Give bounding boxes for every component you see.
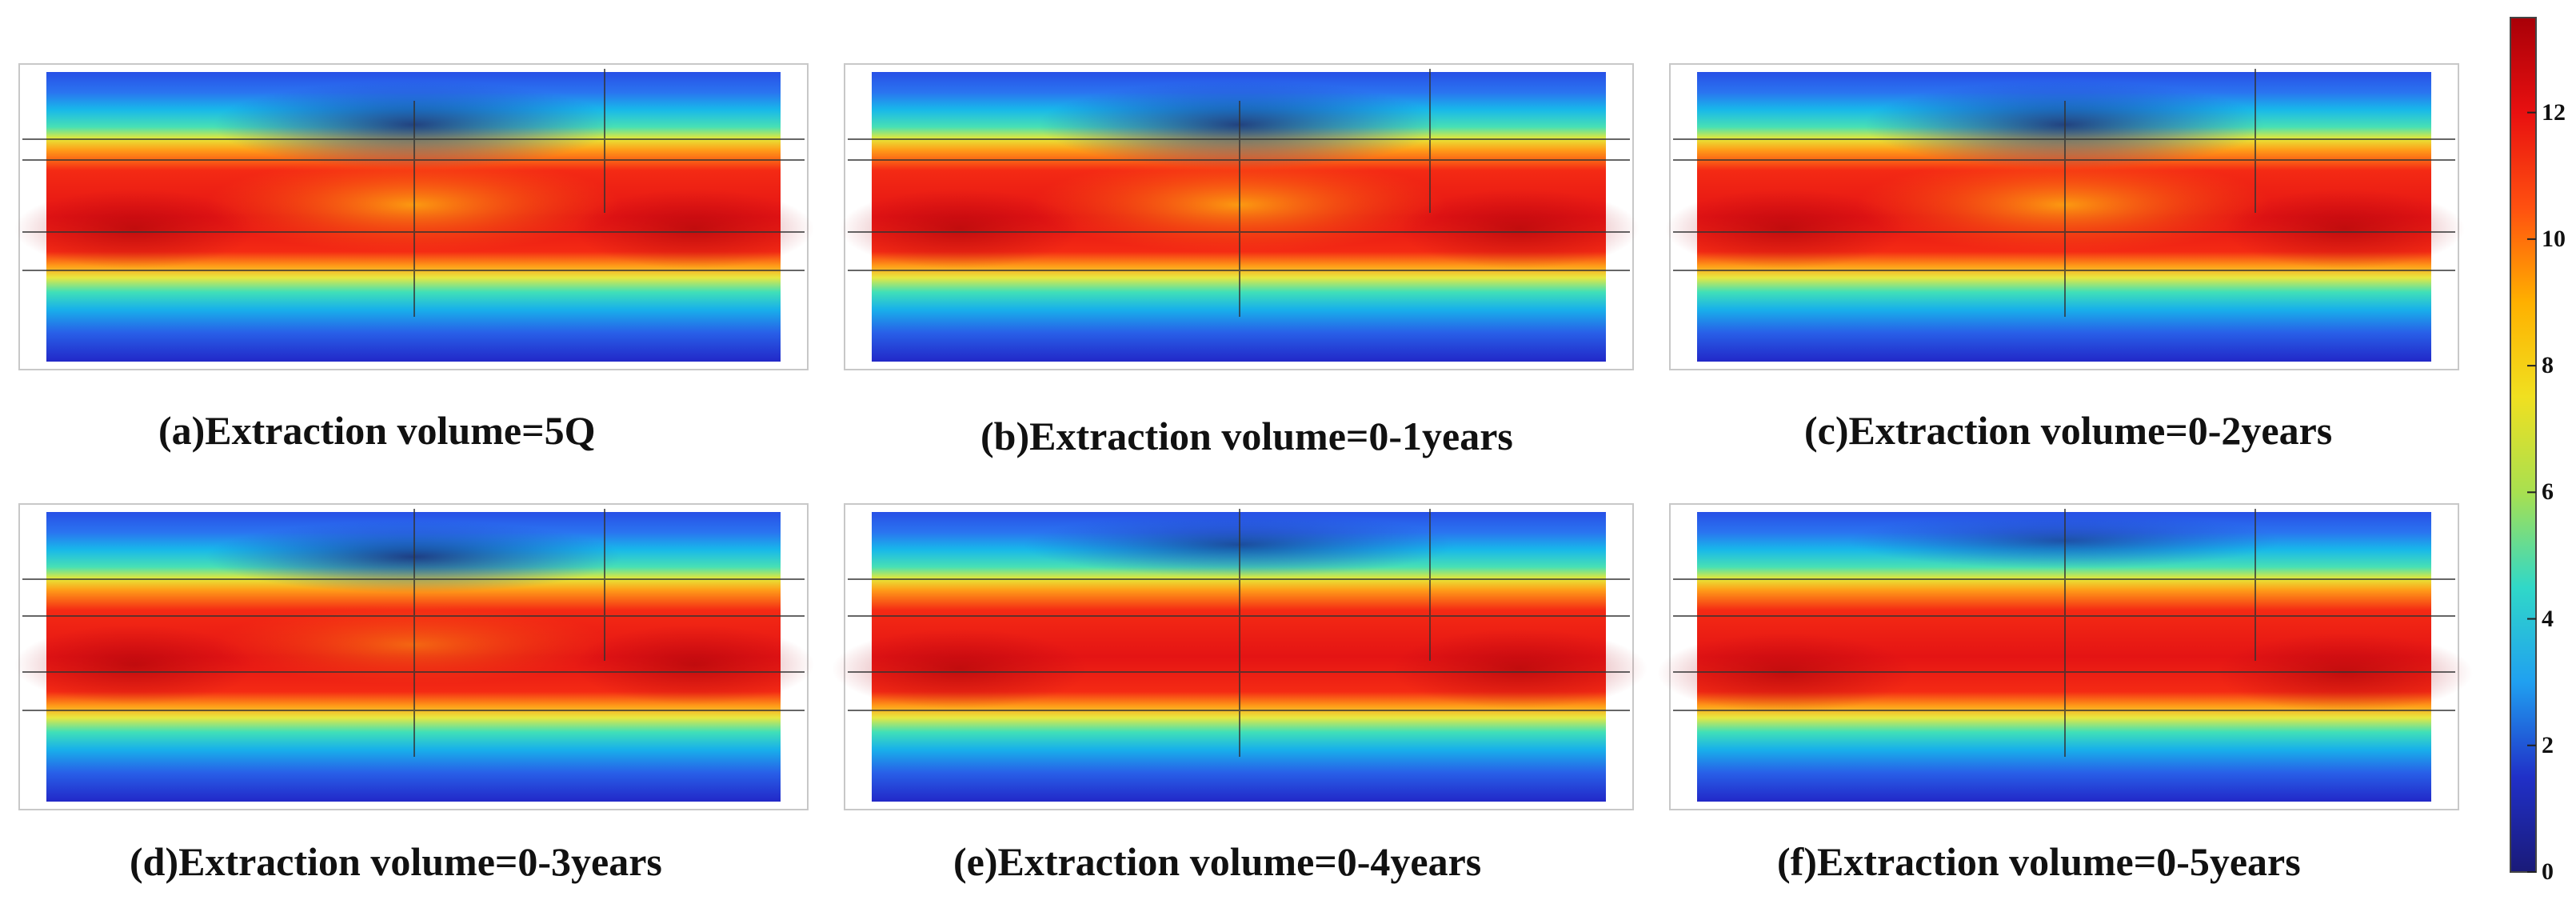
panel-d-right-core bbox=[574, 625, 814, 705]
panel-a-mesh-lines bbox=[22, 69, 805, 317]
panel-c-left-core bbox=[1665, 189, 1905, 269]
panel-c-mesh-lines bbox=[1673, 69, 2455, 317]
panel-f-mesh-lines bbox=[1673, 509, 2455, 757]
panel-d-left-core bbox=[14, 625, 254, 705]
caption-panel-f: (f)Extraction volume=0-5years bbox=[1777, 839, 2301, 884]
panel-f bbox=[1657, 503, 2473, 810]
panel-b-mesh-lines bbox=[848, 69, 1630, 317]
panel-a-left-core bbox=[14, 189, 254, 269]
panel-e-mesh-lines bbox=[848, 509, 1630, 757]
panel-c bbox=[1665, 63, 2465, 370]
colorbar-tick-label: 10 bbox=[2542, 225, 2566, 252]
panel-e bbox=[832, 503, 1647, 810]
colorbar bbox=[2510, 17, 2537, 873]
colorbar-tick-label: 8 bbox=[2542, 352, 2554, 379]
colorbar-tick-label: 2 bbox=[2542, 731, 2554, 758]
caption-panel-b: (b)Extraction volume=0-1years bbox=[980, 414, 1513, 458]
colorbar-tick-label: 4 bbox=[2542, 605, 2554, 632]
panel-b bbox=[840, 63, 1639, 370]
panel-a bbox=[14, 63, 814, 370]
panel-a-right-core bbox=[574, 189, 814, 269]
caption-panel-a: (a)Extraction volume=5Q bbox=[158, 408, 596, 453]
colorbar-tick-label: 6 bbox=[2542, 478, 2554, 506]
colorbar-ticks bbox=[2527, 111, 2536, 873]
caption-panel-e: (e)Extraction volume=0-4years bbox=[953, 839, 1482, 884]
panel-e-left-core bbox=[832, 629, 1088, 709]
caption-panel-c: (c)Extraction volume=0-2years bbox=[1804, 408, 2333, 453]
panel-e-right-core bbox=[1392, 629, 1647, 709]
panel-c-right-core bbox=[2225, 189, 2465, 269]
panel-d bbox=[14, 503, 814, 810]
colorbar-tick-label: 12 bbox=[2542, 98, 2566, 126]
panel-d-mesh-lines bbox=[22, 509, 805, 757]
colorbar-tick-label: 0 bbox=[2542, 858, 2554, 885]
panel-b-left-core bbox=[840, 189, 1080, 269]
colorbar-bar bbox=[2510, 17, 2537, 873]
panel-b-right-core bbox=[1400, 189, 1639, 269]
caption-panel-d: (d)Extraction volume=0-3years bbox=[130, 839, 662, 884]
